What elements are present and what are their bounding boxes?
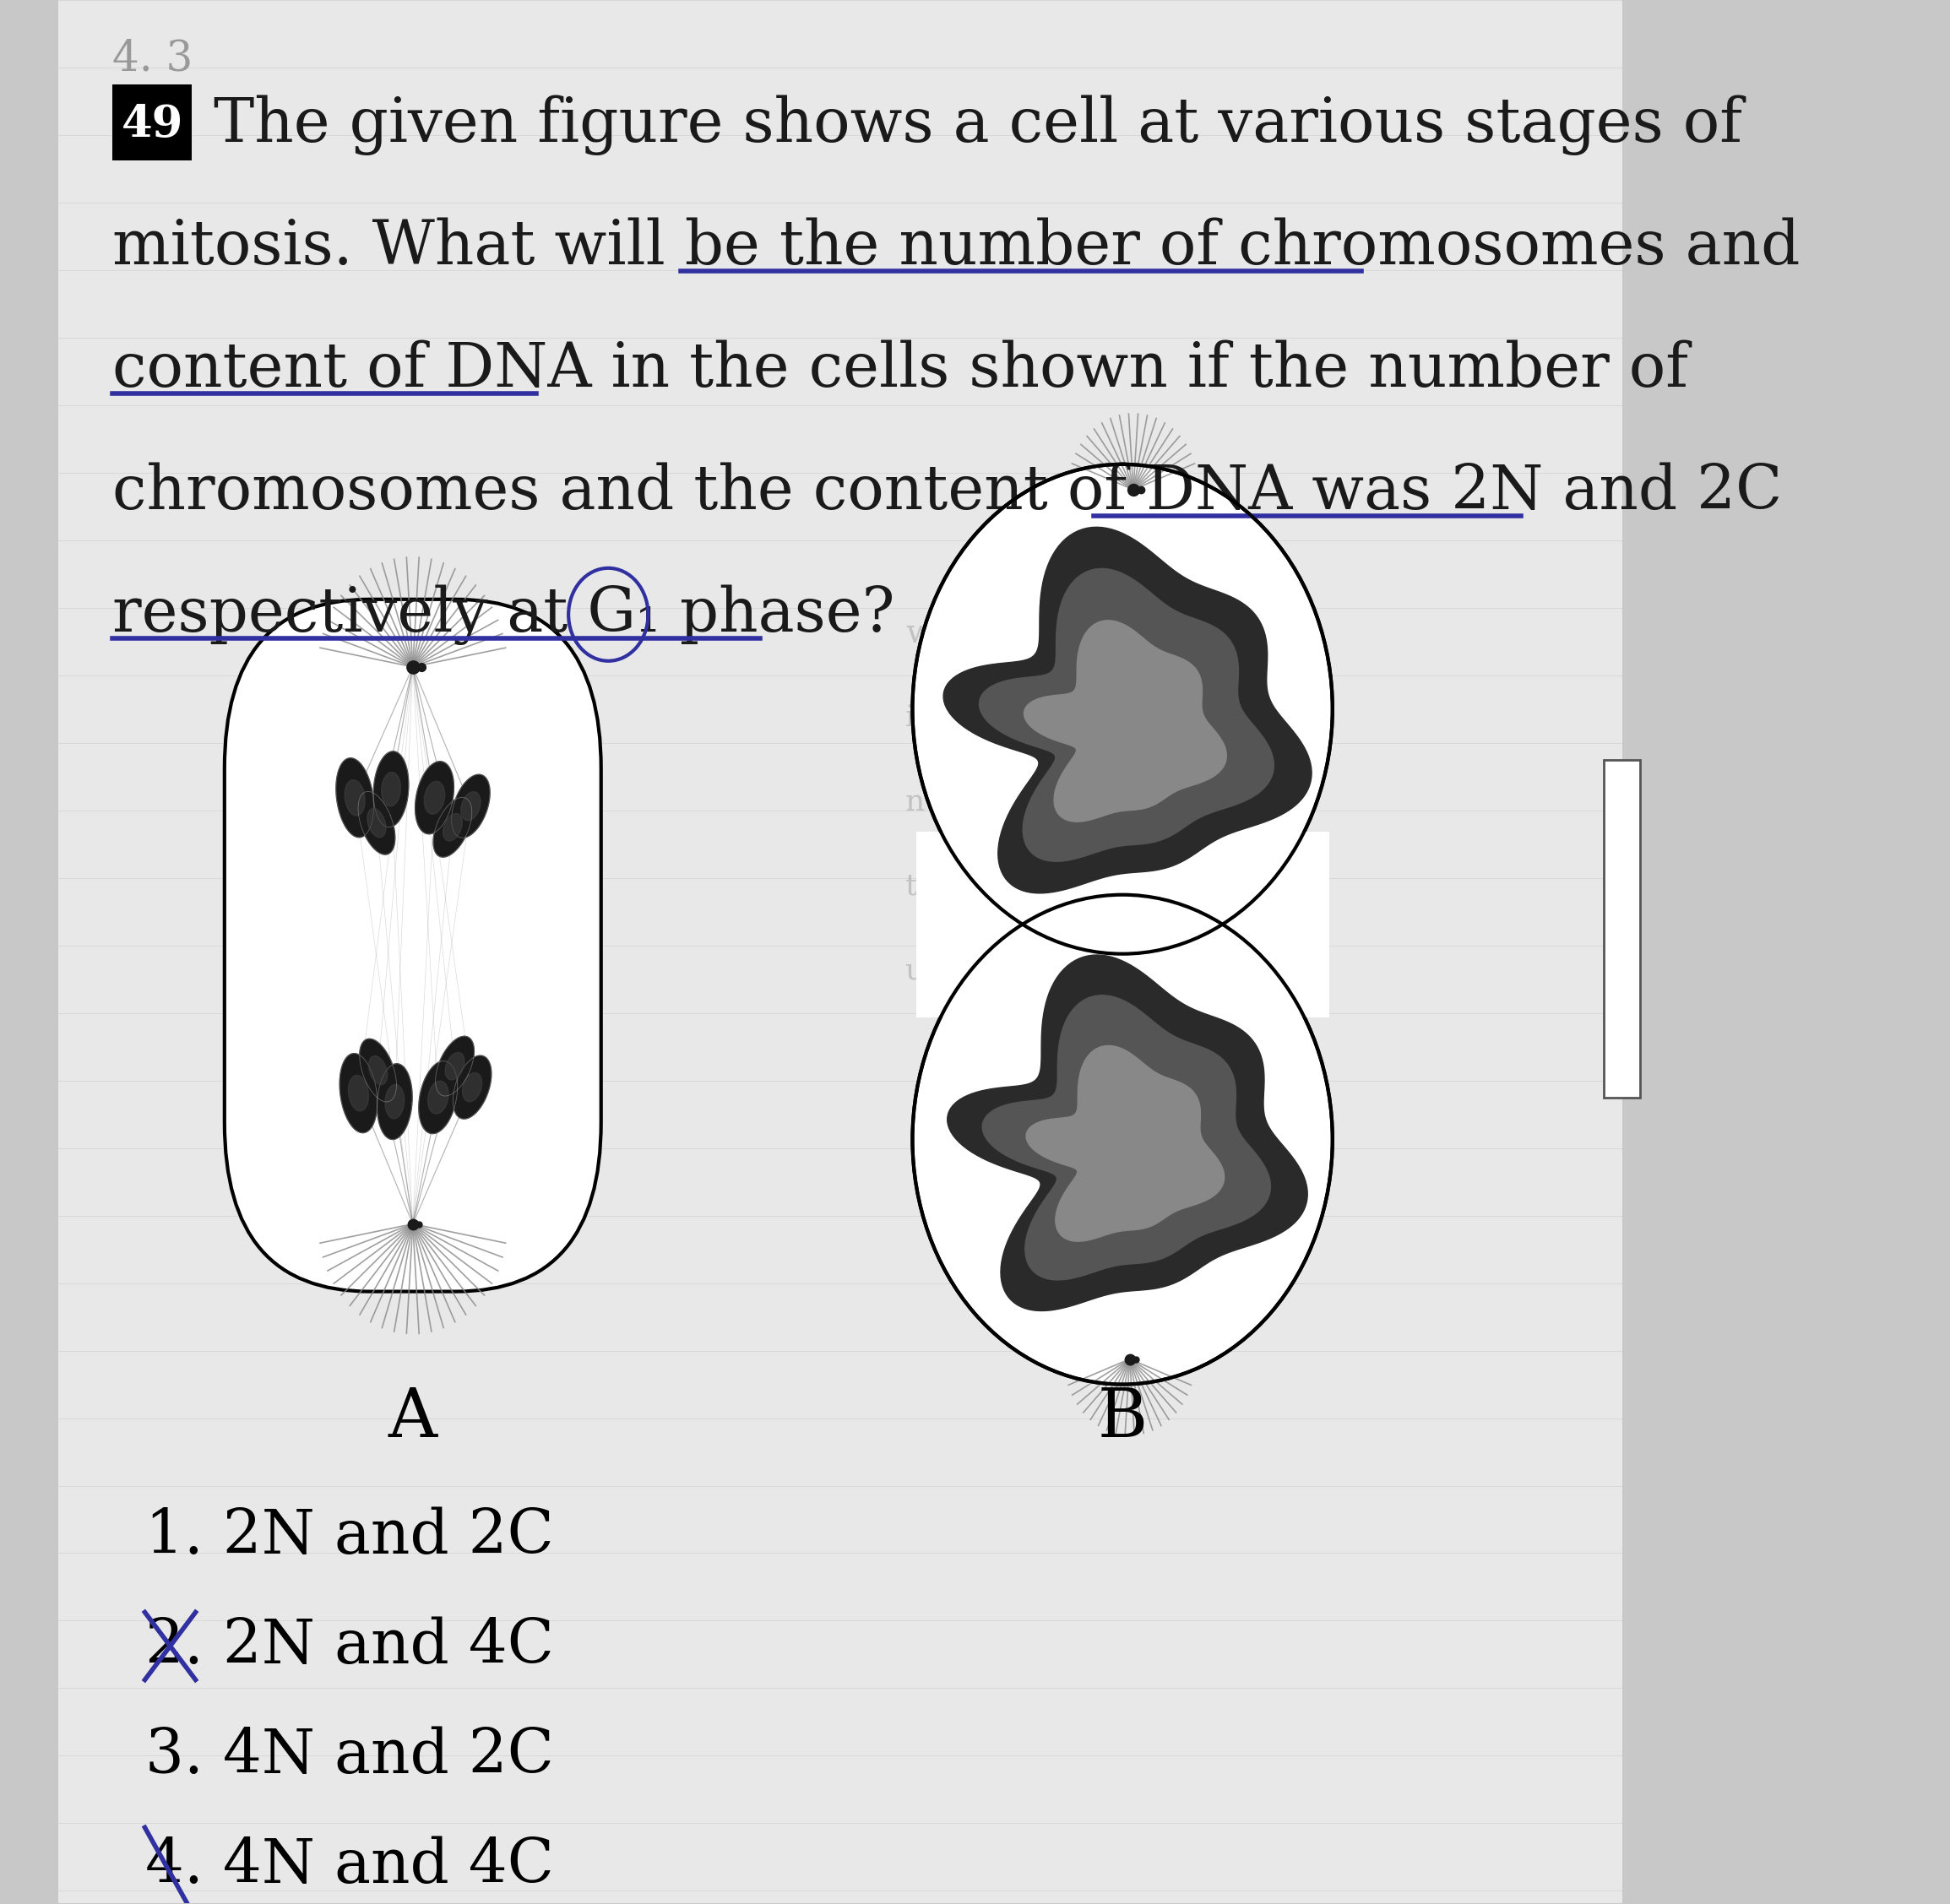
Polygon shape bbox=[983, 996, 1271, 1279]
FancyBboxPatch shape bbox=[916, 832, 1328, 1017]
Polygon shape bbox=[384, 1085, 404, 1120]
Polygon shape bbox=[433, 798, 472, 857]
Polygon shape bbox=[435, 1036, 474, 1097]
Polygon shape bbox=[460, 792, 480, 821]
Polygon shape bbox=[345, 781, 365, 815]
Polygon shape bbox=[335, 758, 374, 838]
Text: The given figure shows a cell at various stages of: The given figure shows a cell at various… bbox=[214, 95, 1741, 154]
Text: content of DNA in the cells shown if the number of: content of DNA in the cells shown if the… bbox=[113, 341, 1689, 400]
Text: 1. 2N and 2C: 1. 2N and 2C bbox=[144, 1506, 554, 1567]
Text: 49: 49 bbox=[121, 103, 183, 147]
Text: chromosomes and the content of DNA was 2N and 2C: chromosomes and the content of DNA was 2… bbox=[113, 463, 1782, 522]
Text: 2. 2N and 4C: 2. 2N and 4C bbox=[144, 1616, 554, 1676]
FancyBboxPatch shape bbox=[1605, 760, 1640, 1097]
FancyBboxPatch shape bbox=[224, 600, 601, 1291]
Text: B: B bbox=[1098, 1386, 1147, 1451]
Polygon shape bbox=[382, 773, 400, 805]
Text: it k vlnO: it k vlnO bbox=[905, 703, 1037, 731]
Polygon shape bbox=[374, 752, 410, 826]
Polygon shape bbox=[349, 1076, 369, 1112]
Polygon shape bbox=[979, 569, 1273, 861]
Polygon shape bbox=[1024, 621, 1227, 823]
Polygon shape bbox=[367, 809, 386, 838]
Text: to 1 trtrs: to 1 trtrs bbox=[905, 872, 1043, 901]
Polygon shape bbox=[944, 527, 1312, 893]
Polygon shape bbox=[419, 1061, 458, 1133]
Ellipse shape bbox=[913, 465, 1332, 954]
Polygon shape bbox=[948, 956, 1307, 1310]
Polygon shape bbox=[427, 1081, 449, 1114]
Text: los mul dll: los mul dll bbox=[1158, 619, 1307, 647]
Polygon shape bbox=[452, 775, 489, 838]
Text: 4. 4N and 4C: 4. 4N and 4C bbox=[144, 1835, 554, 1894]
Polygon shape bbox=[425, 781, 445, 815]
Text: 3. 4N and 2C: 3. 4N and 2C bbox=[144, 1727, 554, 1786]
Text: uls.l nt d: uls.l nt d bbox=[905, 956, 1041, 984]
Text: mitosis. What will be the number of chromosomes and: mitosis. What will be the number of chro… bbox=[113, 217, 1800, 278]
Polygon shape bbox=[462, 1072, 482, 1102]
Text: respectively at G₁ phase?: respectively at G₁ phase? bbox=[113, 585, 895, 645]
Polygon shape bbox=[359, 1040, 396, 1102]
Polygon shape bbox=[359, 792, 396, 855]
Ellipse shape bbox=[913, 895, 1332, 1384]
Text: A: A bbox=[388, 1386, 437, 1451]
FancyBboxPatch shape bbox=[113, 84, 191, 160]
Text: wörut: wörut bbox=[905, 617, 1002, 649]
Polygon shape bbox=[339, 1053, 376, 1133]
Text: 4. 3: 4. 3 bbox=[113, 38, 193, 80]
Polygon shape bbox=[452, 1055, 491, 1120]
Polygon shape bbox=[369, 1057, 388, 1085]
Polygon shape bbox=[1026, 1045, 1225, 1241]
Polygon shape bbox=[415, 762, 454, 834]
FancyBboxPatch shape bbox=[58, 0, 1622, 1904]
Text: n l-lnt: n l-lnt bbox=[905, 788, 996, 817]
Polygon shape bbox=[443, 813, 462, 842]
Polygon shape bbox=[445, 1053, 464, 1080]
Polygon shape bbox=[376, 1064, 411, 1139]
